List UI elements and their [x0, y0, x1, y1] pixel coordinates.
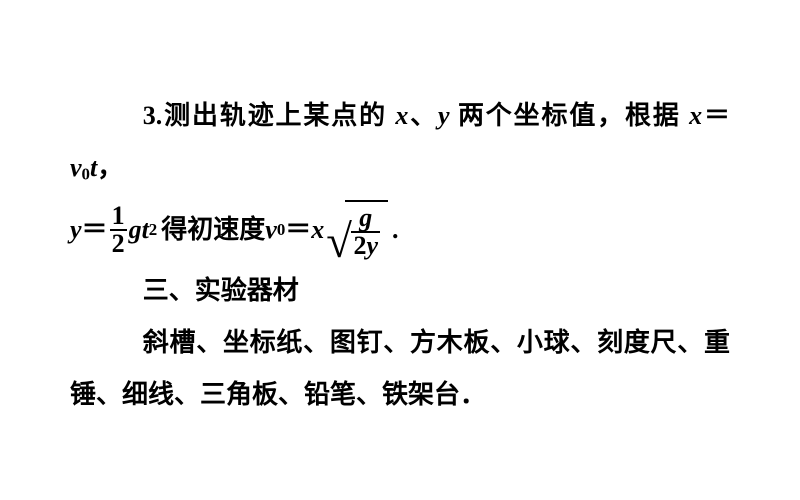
den-2: 2 [353, 231, 366, 260]
paragraph-1-line-2: y ＝ 1 2 gt2 得初速度 v0 ＝ x √ g 2y . [70, 200, 730, 259]
den-y: y [366, 231, 378, 260]
superscript-2: 2 [149, 213, 157, 247]
equals: ＝ [82, 204, 108, 256]
separator: 、 [408, 101, 438, 130]
text: 两个坐标值，根据 [450, 101, 690, 130]
subscript-0: 0 [82, 164, 90, 183]
equipment-list: 斜槽、坐标纸、图钉、方木板、小球、刻度尺、重锤、细线、三角板、铅笔、铁架台． [70, 328, 730, 409]
document-page: 3.测出轨迹上某点的 x、y 两个坐标值，根据 x＝v0t， y ＝ 1 2 g… [0, 0, 800, 461]
text: 得初速度 [161, 204, 265, 256]
fraction-g-over-2y: g 2y [351, 205, 380, 259]
period: . [392, 204, 399, 256]
item-number: 3. [143, 101, 163, 130]
equipment-paragraph: 斜槽、坐标纸、图钉、方木板、小球、刻度尺、重锤、细线、三角板、铅笔、铁架台． [70, 317, 730, 421]
denominator: 2 [110, 229, 127, 257]
var-t: t [142, 204, 149, 256]
paragraph-1-line-1: 3.测出轨迹上某点的 x、y 两个坐标值，根据 x＝v0t， [70, 90, 730, 194]
heading-text: 三、实验器材 [143, 276, 299, 305]
var-g: g [129, 204, 142, 256]
sqrt-symbol: √ [326, 224, 352, 261]
numerator: 1 [110, 203, 127, 229]
subscript-0: 0 [277, 213, 285, 247]
var-x: x [395, 101, 408, 130]
var-v: v [265, 204, 277, 256]
denominator: 2y [351, 231, 380, 259]
var-y: y [438, 101, 450, 130]
fraction-half: 1 2 [110, 203, 127, 257]
section-heading: 三、实验器材 [70, 265, 730, 317]
numerator: g [357, 205, 374, 231]
equals: ＝ [285, 204, 311, 256]
var-y: y [70, 204, 82, 256]
var-x: x [689, 101, 702, 130]
comma: ， [97, 153, 123, 182]
text: 测出轨迹上某点的 [162, 101, 395, 130]
var-v: v [70, 153, 82, 182]
sqrt: √ g 2y [326, 200, 388, 259]
equals: ＝ [702, 101, 730, 130]
var-x: x [311, 204, 324, 256]
